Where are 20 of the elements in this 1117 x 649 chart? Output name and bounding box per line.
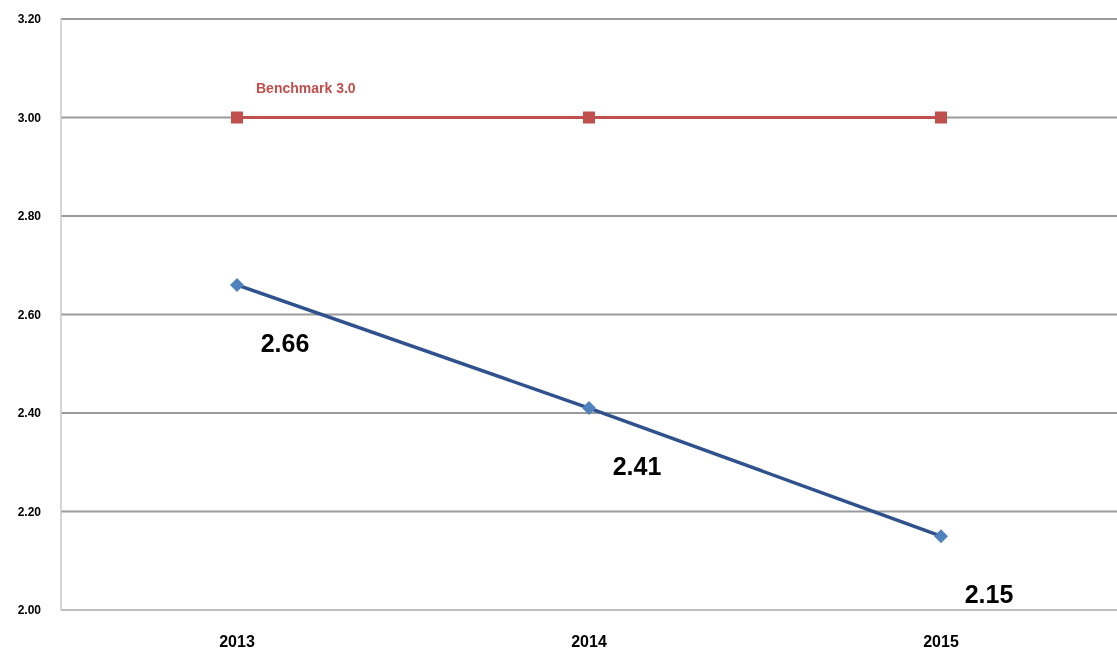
point [934, 529, 948, 544]
point [231, 111, 243, 124]
data-label: 2.41 [612, 452, 662, 481]
y-tick-label: 2.80 [17, 209, 42, 224]
data-label: 2.15 [964, 580, 1014, 609]
y-tick-label: 2.20 [17, 504, 42, 519]
y-tick-label: 3.20 [17, 12, 42, 27]
y-tick-label: 3.00 [17, 110, 42, 125]
point [583, 111, 595, 124]
x-tick-label: 2013 [219, 633, 255, 649]
y-tick-label: 2.40 [17, 406, 42, 421]
point [582, 401, 596, 416]
series-label: Benchmark 3.0 [256, 79, 356, 96]
data-label: 2.66 [260, 328, 310, 357]
point [935, 111, 947, 124]
y-tick-label: 2.60 [17, 307, 42, 322]
x-tick-label: 2014 [571, 633, 607, 649]
x-tick-label: 2015 [923, 633, 959, 649]
y-tick-label: 2.00 [17, 603, 42, 618]
point [230, 277, 244, 292]
